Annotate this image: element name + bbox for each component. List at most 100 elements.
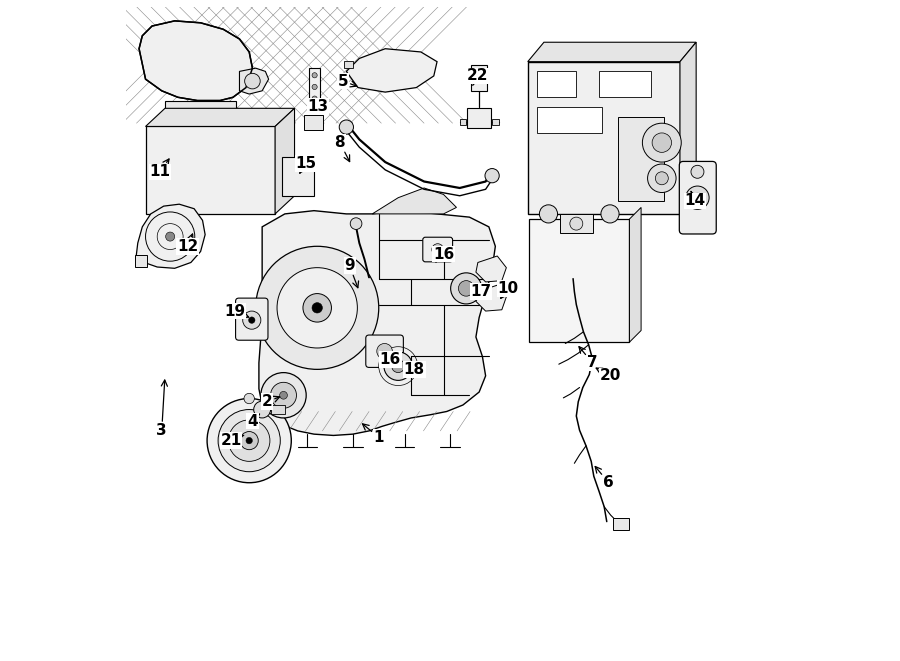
- Circle shape: [229, 420, 270, 461]
- Polygon shape: [629, 208, 641, 342]
- Circle shape: [245, 73, 260, 89]
- Circle shape: [312, 73, 317, 78]
- Polygon shape: [560, 214, 592, 233]
- Circle shape: [312, 96, 317, 101]
- Circle shape: [243, 311, 261, 329]
- Polygon shape: [140, 21, 252, 100]
- Polygon shape: [476, 285, 507, 311]
- Text: 15: 15: [295, 156, 317, 173]
- Circle shape: [271, 382, 296, 408]
- Text: 5: 5: [338, 73, 356, 89]
- Circle shape: [339, 120, 354, 134]
- Bar: [537, 107, 602, 133]
- Circle shape: [254, 401, 271, 418]
- Circle shape: [377, 344, 392, 359]
- Circle shape: [248, 317, 255, 323]
- Text: 12: 12: [177, 234, 198, 254]
- Circle shape: [218, 410, 280, 472]
- Circle shape: [303, 293, 331, 322]
- Circle shape: [451, 273, 482, 304]
- Circle shape: [648, 164, 676, 192]
- Circle shape: [312, 303, 322, 313]
- Text: 8: 8: [335, 135, 349, 161]
- Circle shape: [312, 85, 317, 89]
- FancyBboxPatch shape: [680, 161, 716, 234]
- Circle shape: [432, 244, 444, 255]
- Bar: [472, 65, 487, 91]
- Circle shape: [570, 217, 583, 230]
- Bar: [613, 518, 629, 530]
- Text: 1: 1: [363, 424, 384, 445]
- Circle shape: [312, 108, 317, 113]
- Bar: [460, 119, 466, 125]
- Circle shape: [240, 432, 258, 449]
- Circle shape: [485, 169, 500, 183]
- Text: 10: 10: [498, 281, 519, 298]
- Circle shape: [691, 165, 704, 178]
- Circle shape: [207, 399, 292, 483]
- Text: 3: 3: [157, 380, 167, 438]
- Polygon shape: [165, 100, 236, 110]
- Polygon shape: [146, 108, 294, 126]
- Bar: [467, 108, 491, 128]
- Circle shape: [261, 373, 306, 418]
- Bar: [282, 157, 314, 196]
- Circle shape: [350, 217, 362, 229]
- Circle shape: [166, 232, 175, 241]
- Bar: [537, 71, 576, 97]
- Text: 6: 6: [595, 467, 614, 490]
- Circle shape: [458, 281, 474, 296]
- Text: 11: 11: [149, 159, 170, 179]
- Text: 9: 9: [345, 258, 358, 288]
- Text: 16: 16: [380, 352, 401, 367]
- Polygon shape: [680, 42, 697, 214]
- Polygon shape: [476, 256, 507, 282]
- Text: 17: 17: [471, 284, 491, 299]
- Polygon shape: [275, 108, 294, 214]
- Bar: [529, 219, 629, 342]
- Text: 16: 16: [433, 247, 454, 262]
- Text: 7: 7: [579, 346, 598, 370]
- Text: 20: 20: [596, 368, 621, 383]
- Bar: [309, 68, 320, 117]
- Text: 21: 21: [220, 433, 244, 448]
- Circle shape: [686, 186, 709, 210]
- Circle shape: [643, 123, 681, 162]
- Polygon shape: [527, 42, 697, 61]
- Polygon shape: [259, 211, 495, 436]
- Bar: [344, 61, 353, 67]
- Bar: [492, 119, 499, 125]
- FancyBboxPatch shape: [236, 298, 268, 340]
- Text: 4: 4: [248, 414, 259, 429]
- Bar: [303, 116, 323, 130]
- Text: 22: 22: [467, 69, 489, 85]
- Text: 14: 14: [684, 191, 706, 208]
- FancyBboxPatch shape: [365, 335, 403, 368]
- Circle shape: [244, 393, 255, 404]
- Text: 18: 18: [404, 362, 425, 377]
- Circle shape: [246, 438, 252, 444]
- Circle shape: [280, 391, 287, 399]
- Circle shape: [693, 193, 702, 202]
- Bar: [134, 255, 148, 267]
- Text: 19: 19: [224, 303, 248, 319]
- Circle shape: [655, 172, 669, 184]
- Circle shape: [539, 205, 557, 223]
- Bar: [618, 117, 664, 201]
- Circle shape: [392, 360, 405, 373]
- Bar: [146, 126, 275, 214]
- Circle shape: [384, 352, 412, 380]
- FancyBboxPatch shape: [423, 237, 453, 262]
- Text: 2: 2: [262, 394, 280, 409]
- Polygon shape: [136, 204, 205, 268]
- Circle shape: [601, 205, 619, 223]
- Polygon shape: [346, 49, 437, 92]
- Polygon shape: [373, 188, 456, 214]
- Polygon shape: [239, 68, 268, 94]
- Circle shape: [652, 133, 671, 153]
- Bar: [599, 71, 651, 97]
- Bar: [271, 405, 284, 414]
- Circle shape: [277, 268, 357, 348]
- Text: 13: 13: [307, 99, 328, 114]
- Circle shape: [256, 247, 379, 369]
